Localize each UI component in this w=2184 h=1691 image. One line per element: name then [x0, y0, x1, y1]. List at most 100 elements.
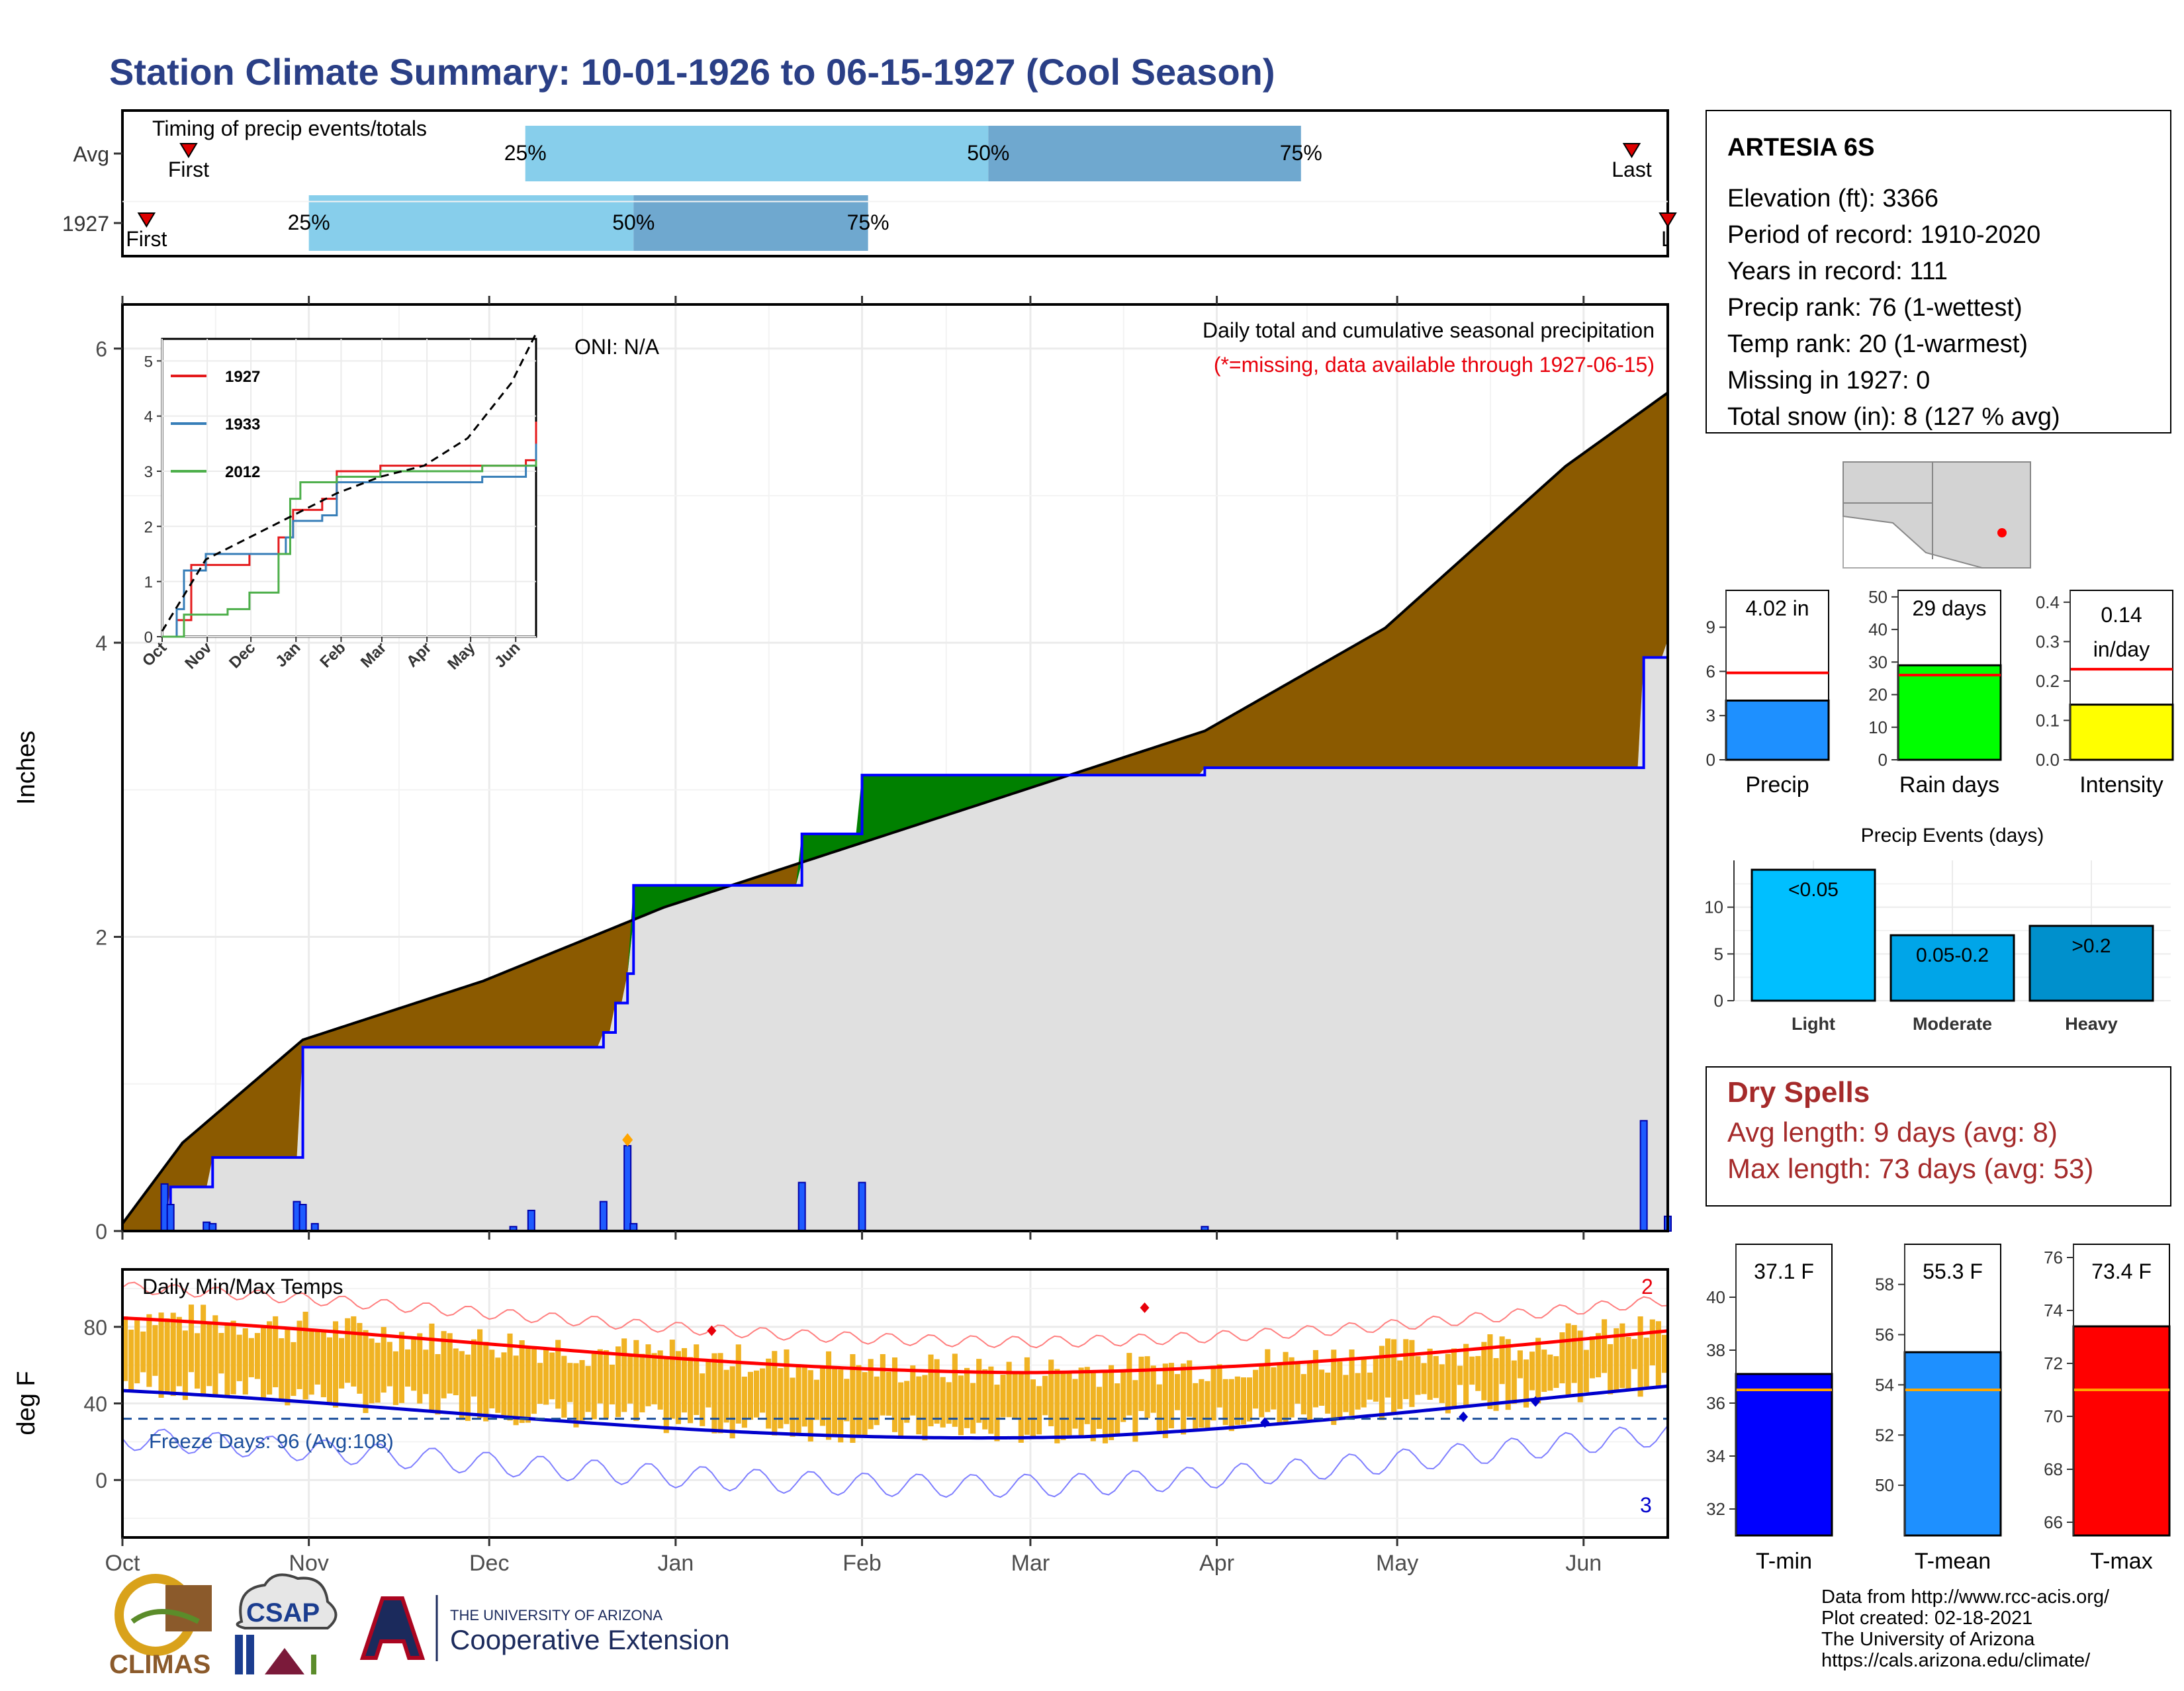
precip-panel-value-unit: in/day — [2093, 637, 2150, 661]
daily-temp-range-bar — [561, 1355, 567, 1418]
record-low-marker — [1459, 1411, 1469, 1422]
temp-panel-bar — [2072, 1325, 2171, 1537]
precip-panel-value: 29 days — [1912, 596, 1986, 620]
temp-y-tick-label: 0 — [95, 1469, 107, 1492]
events-y-tick: 5 — [1714, 944, 1723, 964]
daily-temp-range-bar — [1120, 1371, 1126, 1422]
daily-temp-range-bar — [375, 1342, 381, 1403]
daily-temp-range-bar — [513, 1355, 519, 1426]
daily-temp-range-bar — [1439, 1364, 1445, 1403]
overlap-area — [122, 639, 1668, 1231]
daily-temp-range-bar — [134, 1318, 140, 1384]
y-axis-label: Inches — [13, 731, 40, 805]
daily-temp-range-bar — [459, 1351, 465, 1420]
daily-temp-range-bar — [1222, 1379, 1228, 1426]
precip-summary-panels: 0 3 6 9 4.02 in Precip 0 10 20 30 40 50 29 days Rain … — [1706, 587, 2174, 798]
daily-temp-range-bar — [952, 1353, 958, 1427]
precip-panel-tick: 0.2 — [2036, 671, 2060, 691]
daily-temp-range-bar — [1289, 1357, 1295, 1418]
daily-temp-range-bar — [230, 1320, 236, 1394]
daily-temp-range-bar — [1427, 1348, 1433, 1400]
dry-spells-max: Max length: 73 days (avg: 53) — [1727, 1153, 2093, 1184]
daily-temp-range-bar — [273, 1316, 279, 1388]
temp-panel-tick: 54 — [1875, 1375, 1894, 1394]
daily-temp-range-bar — [705, 1359, 711, 1408]
daily-temp-range-bar — [471, 1339, 477, 1397]
daily-temp-range-bar — [681, 1348, 688, 1413]
daily-temp-range-bar — [934, 1359, 940, 1424]
daily-temp-range-bar — [218, 1333, 224, 1374]
precip-events-chart: Precip Events (days) 0 5 10 <0.05 Light 0.05-… — [1704, 825, 2171, 1034]
daily-temp-range-bar — [1391, 1339, 1397, 1415]
record-low-marker — [1531, 1396, 1541, 1407]
daily-temp-range-bar — [657, 1350, 663, 1410]
precip-panel-label: Intensity — [2079, 772, 2163, 798]
credit-line-1: Data from http://www.rcc-acis.org/ — [1821, 1586, 2110, 1608]
daily-temp-range-bar — [429, 1323, 435, 1411]
daily-temp-range-bar — [898, 1382, 904, 1439]
daily-temp-range-bar — [423, 1349, 429, 1394]
daily-precip-bar — [858, 1181, 866, 1232]
daily-temp-range-bar — [1595, 1333, 1602, 1378]
daily-temp-range-bar — [1602, 1319, 1608, 1373]
daily-temp-range-bar — [1511, 1360, 1517, 1404]
daily-temp-range-bar — [1199, 1379, 1205, 1428]
daily-precip-bar — [1639, 1120, 1648, 1232]
daily-temp-range-bar — [1162, 1363, 1168, 1438]
daily-temp-range-bar — [302, 1311, 308, 1400]
daily-temp-range-bar — [1385, 1338, 1391, 1398]
station-name: ARTESIA 6S — [1727, 134, 1874, 161]
daily-temp-range-bar — [1319, 1369, 1325, 1406]
x-tick-label: Feb — [842, 1551, 882, 1576]
temp-panel-tick: 72 — [2044, 1353, 2063, 1373]
timing-panel-label: Timing of precip events/totals — [152, 116, 427, 140]
daily-temp-range-bar — [195, 1333, 201, 1389]
daily-temp-range-bar — [663, 1357, 669, 1434]
daily-temp-range-bar — [573, 1363, 579, 1428]
daily-temp-range-bar — [1373, 1357, 1379, 1402]
daily-temp-range-bar — [152, 1325, 158, 1376]
daily-temp-range-bar — [1012, 1372, 1018, 1419]
temp-panel-tick: 50 — [1875, 1475, 1894, 1495]
temp-panel-tick: 68 — [2044, 1459, 2063, 1479]
daily-temp-range-bar — [694, 1344, 700, 1415]
daily-temp-range-bar — [639, 1353, 645, 1413]
precip-panel-bar — [1897, 664, 2002, 761]
daily-temp-range-bar — [543, 1348, 549, 1405]
temp-panel-label: T-min — [1756, 1549, 1812, 1574]
daily-temp-range-bar — [922, 1375, 928, 1441]
below-average-area — [122, 392, 1668, 1232]
daily-temp-range-bar — [807, 1370, 813, 1442]
timing-q50-label: 50% — [967, 141, 1009, 165]
daily-temp-range-bar — [609, 1364, 615, 1404]
ua-small-text: THE UNIVERSITY OF ARIZONA — [450, 1607, 662, 1623]
station-info-line: Missing in 1927: 0 — [1727, 367, 1930, 394]
first-event-label: First — [168, 158, 209, 181]
daily-temp-range-bar — [940, 1377, 946, 1428]
daily-temp-range-bar — [1451, 1348, 1457, 1408]
daily-temp-range-bar — [1361, 1358, 1367, 1408]
daily-temp-range-bar — [868, 1359, 874, 1430]
daily-temp-range-bar — [332, 1321, 339, 1408]
daily-temp-range-bar — [188, 1304, 195, 1373]
current-cumulative-line — [122, 639, 1669, 1232]
average-cumulative-line — [121, 391, 1669, 1225]
daily-temp-range-bar — [525, 1348, 531, 1423]
daily-temp-range-bar — [1030, 1379, 1036, 1438]
daily-temp-range-bar — [711, 1353, 717, 1434]
daily-temp-range-bar — [158, 1312, 164, 1398]
daily-temp-range-bar — [549, 1352, 555, 1400]
daily-temp-range-bar — [381, 1326, 387, 1393]
locator-map — [1843, 461, 2031, 569]
daily-temp-range-bar — [790, 1377, 796, 1437]
timing-q75-label: 75% — [847, 210, 889, 234]
ua-big-text: Cooperative Extension — [450, 1624, 730, 1655]
inset-y-tick-label: 3 — [144, 463, 153, 481]
temp-panel-bar — [1903, 1351, 2002, 1537]
daily-temp-range-bar — [651, 1353, 657, 1404]
daily-temp-range-bar — [838, 1369, 844, 1443]
temp-chart-label: Daily Min/Max Temps — [142, 1275, 343, 1299]
daily-precip-bar — [797, 1181, 806, 1232]
daily-temp-range-bar — [339, 1338, 345, 1389]
daily-temp-range-bar — [1415, 1356, 1421, 1395]
